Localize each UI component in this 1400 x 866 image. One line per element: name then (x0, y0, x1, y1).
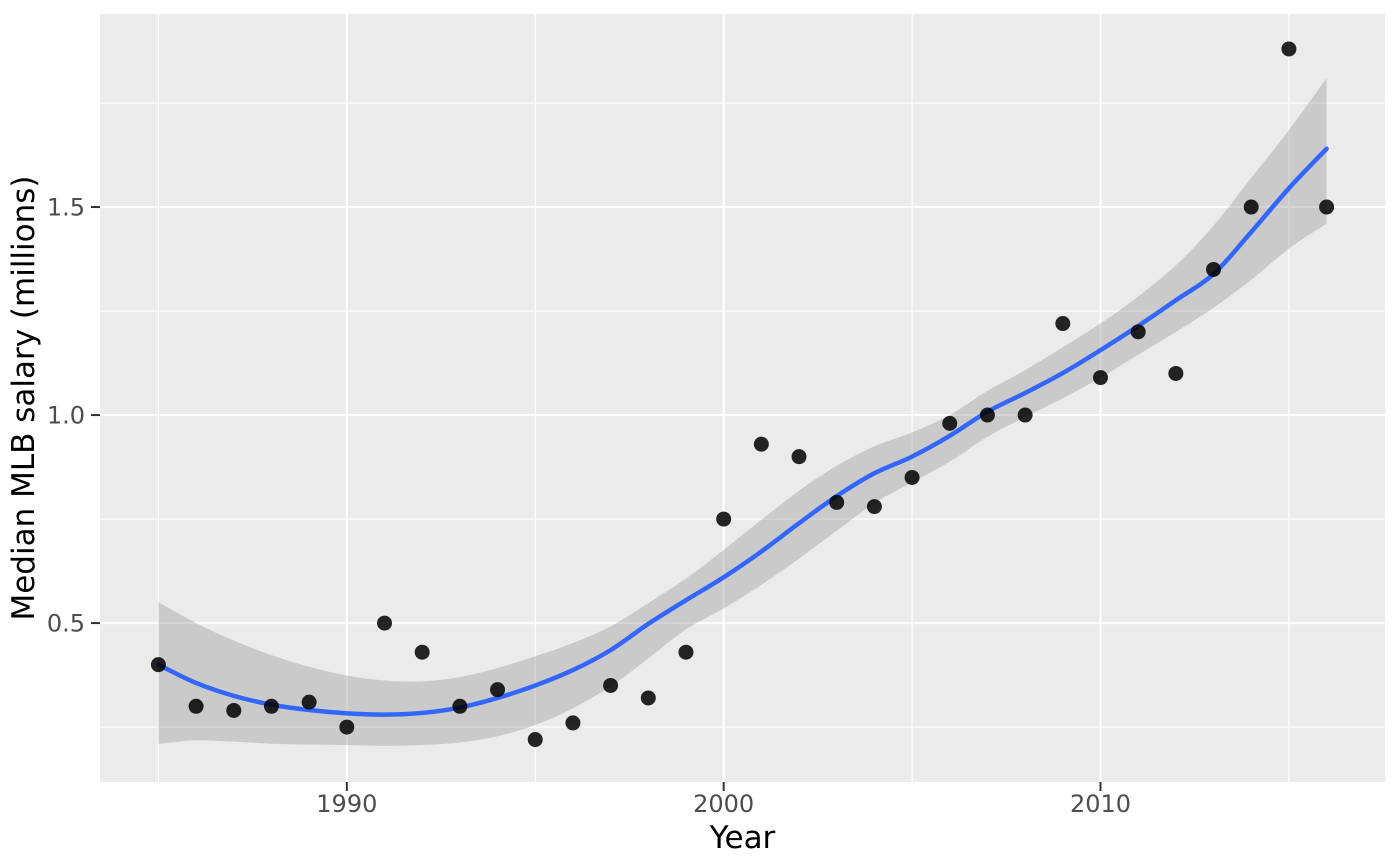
data-point (1055, 316, 1071, 332)
y-tick-label: 1.5 (47, 194, 85, 222)
data-point (1319, 199, 1335, 215)
data-point (527, 732, 543, 748)
data-point (452, 698, 468, 714)
data-point (377, 615, 393, 631)
data-point (979, 407, 995, 423)
data-point (150, 657, 166, 673)
y-axis-title: Median MLB salary (millions) (6, 175, 42, 620)
data-point (188, 698, 204, 714)
x-tick-label: 2010 (1070, 790, 1131, 818)
data-point (339, 719, 355, 735)
x-axis-title: Year (709, 820, 776, 856)
data-point (565, 715, 581, 731)
data-point (1017, 407, 1033, 423)
data-point (1281, 41, 1297, 57)
x-tick-label: 1990 (316, 790, 377, 818)
data-point (490, 682, 506, 698)
confidence-ribbon (158, 78, 1327, 746)
data-point (1168, 365, 1184, 381)
data-point (942, 415, 958, 431)
data-point (829, 494, 845, 510)
data-point (301, 694, 317, 710)
data-point (414, 644, 430, 660)
data-point (678, 644, 694, 660)
y-tick-label: 0.5 (47, 610, 85, 638)
data-point (603, 677, 619, 693)
x-tick-label: 2000 (693, 790, 754, 818)
panel-background (100, 14, 1385, 782)
data-point (791, 449, 807, 465)
data-point (1206, 261, 1222, 277)
data-point (1243, 199, 1259, 215)
y-tick-label: 1.0 (47, 402, 85, 430)
data-point (1130, 324, 1146, 340)
data-point (640, 690, 656, 706)
data-point (1092, 370, 1108, 386)
data-point (904, 469, 920, 485)
data-point (716, 511, 732, 527)
data-point (263, 698, 279, 714)
data-point (226, 702, 242, 718)
data-point (753, 436, 769, 452)
data-point (866, 499, 882, 515)
